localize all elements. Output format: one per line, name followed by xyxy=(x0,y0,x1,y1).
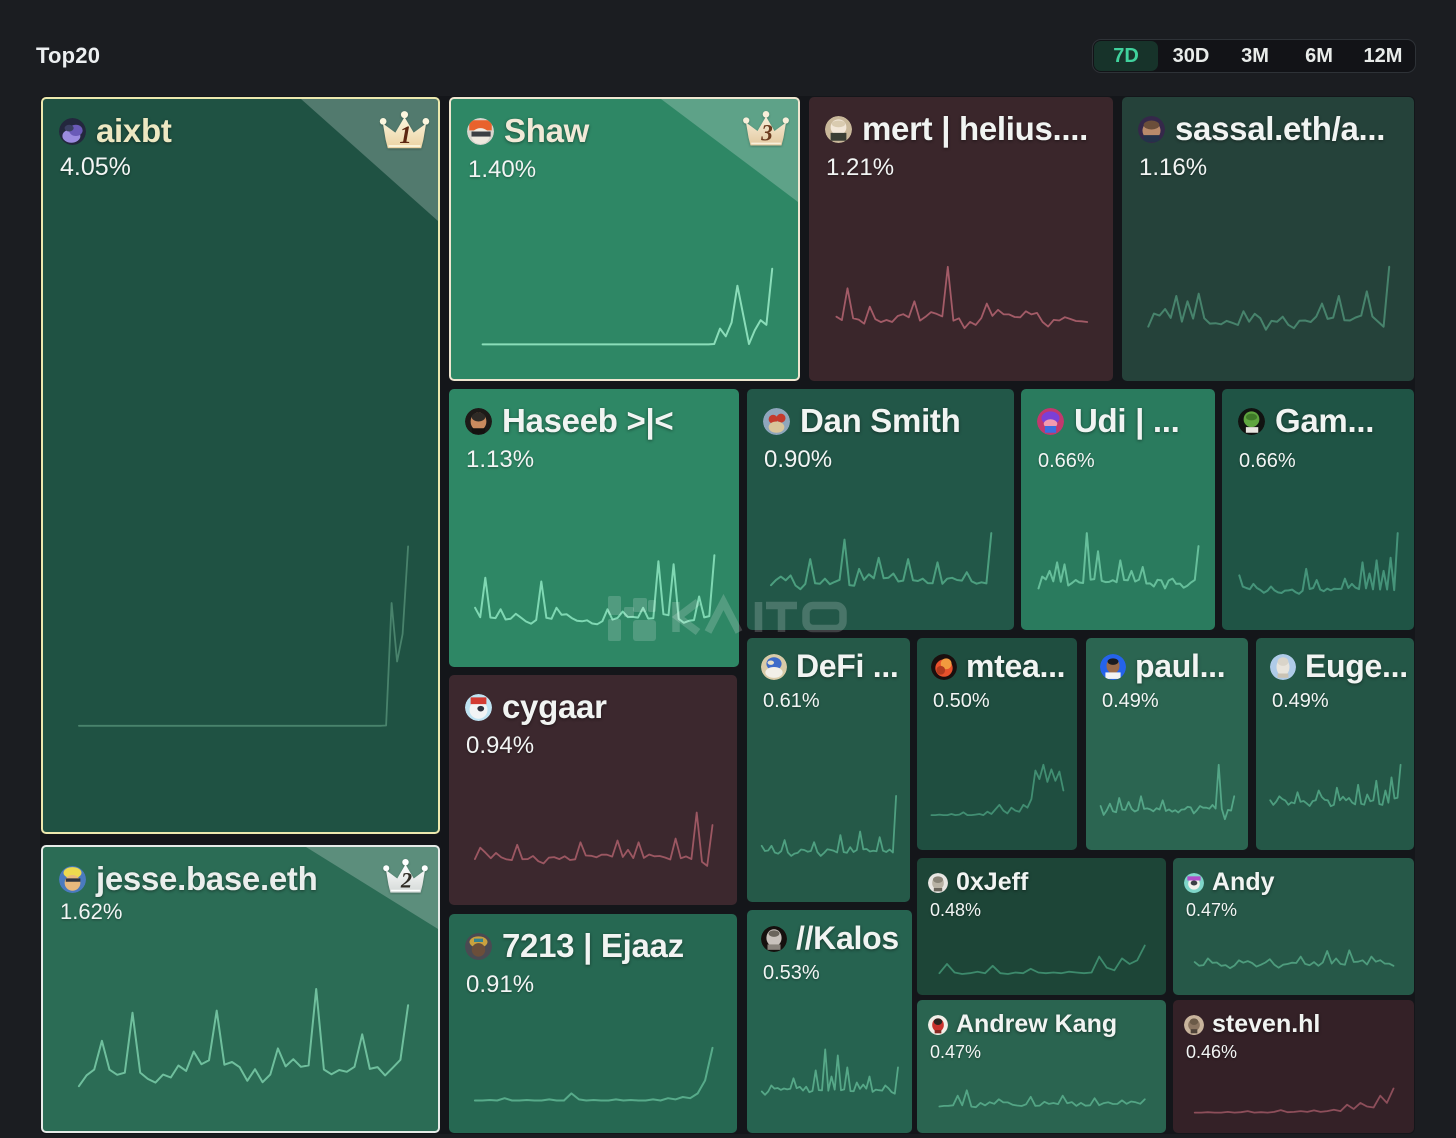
svg-text:2: 2 xyxy=(400,868,412,893)
svg-text:3: 3 xyxy=(760,121,773,146)
svg-text:1: 1 xyxy=(399,122,411,149)
